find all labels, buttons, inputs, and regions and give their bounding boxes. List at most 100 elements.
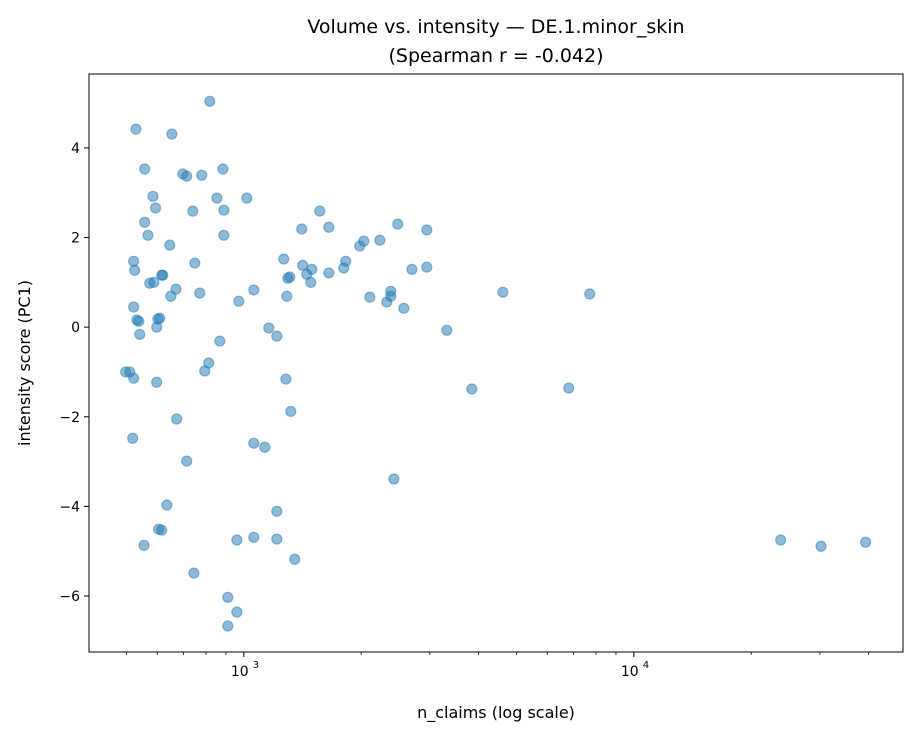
chart-subtitle: (Spearman r = -0.042) xyxy=(388,45,603,67)
y-tick-label: −2 xyxy=(59,410,80,426)
data-point xyxy=(134,328,146,340)
data-point xyxy=(297,259,309,271)
data-point xyxy=(271,533,283,545)
data-point xyxy=(340,255,352,267)
data-point xyxy=(187,205,199,217)
data-point xyxy=(306,263,318,275)
data-point xyxy=(181,170,193,182)
data-point xyxy=(497,286,509,298)
data-point xyxy=(199,365,211,377)
data-point xyxy=(584,288,596,300)
data-point xyxy=(127,432,139,444)
data-point xyxy=(164,239,176,251)
data-point xyxy=(466,383,478,395)
data-point xyxy=(263,322,275,334)
data-point xyxy=(156,524,168,536)
data-point xyxy=(151,376,163,388)
data-point xyxy=(196,169,208,181)
y-tick-label: 0 xyxy=(71,320,80,336)
data-point xyxy=(181,455,193,467)
data-point xyxy=(248,284,260,296)
data-point xyxy=(139,163,151,175)
data-point xyxy=(441,324,453,336)
data-point xyxy=(166,128,178,140)
data-point xyxy=(248,531,260,543)
y-tick-label: 2 xyxy=(71,231,80,247)
data-point xyxy=(218,204,230,216)
y-tick-label: −4 xyxy=(59,499,80,515)
data-point xyxy=(860,536,872,548)
data-point xyxy=(815,540,827,552)
data-point xyxy=(358,235,370,247)
data-point xyxy=(189,257,201,269)
data-point xyxy=(364,291,376,303)
x-tick-label: 10 xyxy=(621,664,639,680)
data-point xyxy=(231,606,243,618)
data-point xyxy=(385,290,397,302)
data-point xyxy=(165,290,177,302)
data-point xyxy=(314,205,326,217)
data-point xyxy=(151,321,163,333)
y-axis-label: intensity score (PC1) xyxy=(15,280,34,446)
data-point xyxy=(218,229,230,241)
x-tick-exponent: 3 xyxy=(253,660,259,671)
axes: 4 2 0 −2 −4 −6 10 3 10 4 xyxy=(59,141,870,680)
data-point xyxy=(388,473,400,485)
data-point xyxy=(259,441,271,453)
data-point xyxy=(231,534,243,546)
data-point xyxy=(157,269,169,281)
data-point xyxy=(129,264,141,276)
y-tick-label: 4 xyxy=(71,141,80,157)
data-point xyxy=(775,534,787,546)
data-point xyxy=(285,405,297,417)
data-point xyxy=(271,330,283,342)
data-point xyxy=(149,202,162,214)
data-point xyxy=(421,224,433,236)
x-tick-label: 10 xyxy=(231,664,249,680)
data-point xyxy=(194,287,206,299)
data-point xyxy=(128,372,140,384)
data-point xyxy=(214,335,226,347)
data-point xyxy=(204,95,216,107)
data-point xyxy=(406,263,418,275)
data-point xyxy=(233,295,245,307)
data-point xyxy=(323,221,335,233)
data-point xyxy=(281,290,293,302)
data-point xyxy=(148,276,160,288)
data-point xyxy=(563,382,575,394)
data-point xyxy=(130,123,142,135)
data-point xyxy=(188,567,200,579)
points-layer xyxy=(120,95,872,632)
data-point xyxy=(241,192,253,204)
y-tick-label: −6 xyxy=(59,589,80,605)
data-point xyxy=(138,539,150,551)
data-point xyxy=(217,163,229,175)
data-point xyxy=(278,253,290,265)
x-axis-label: n_claims (log scale) xyxy=(417,703,575,723)
data-point xyxy=(323,267,335,279)
data-point xyxy=(248,437,260,449)
data-point xyxy=(296,223,308,235)
data-point xyxy=(374,234,386,246)
data-point xyxy=(280,373,292,385)
data-point xyxy=(421,261,433,273)
data-point xyxy=(142,229,154,241)
data-point xyxy=(305,276,317,288)
data-point xyxy=(222,620,234,632)
data-point xyxy=(284,271,296,283)
data-point xyxy=(392,218,404,230)
plot-frame xyxy=(88,73,904,653)
x-tick-exponent: 4 xyxy=(643,660,649,671)
data-point xyxy=(128,301,140,313)
chart-title: Volume vs. intensity — DE.1.minor_skin xyxy=(307,16,684,38)
data-point xyxy=(271,505,283,517)
data-point xyxy=(171,413,183,425)
data-point xyxy=(139,216,151,228)
data-point xyxy=(222,591,234,603)
data-point xyxy=(147,190,159,202)
data-point xyxy=(133,315,145,327)
data-point xyxy=(161,499,173,511)
data-point xyxy=(289,553,301,565)
